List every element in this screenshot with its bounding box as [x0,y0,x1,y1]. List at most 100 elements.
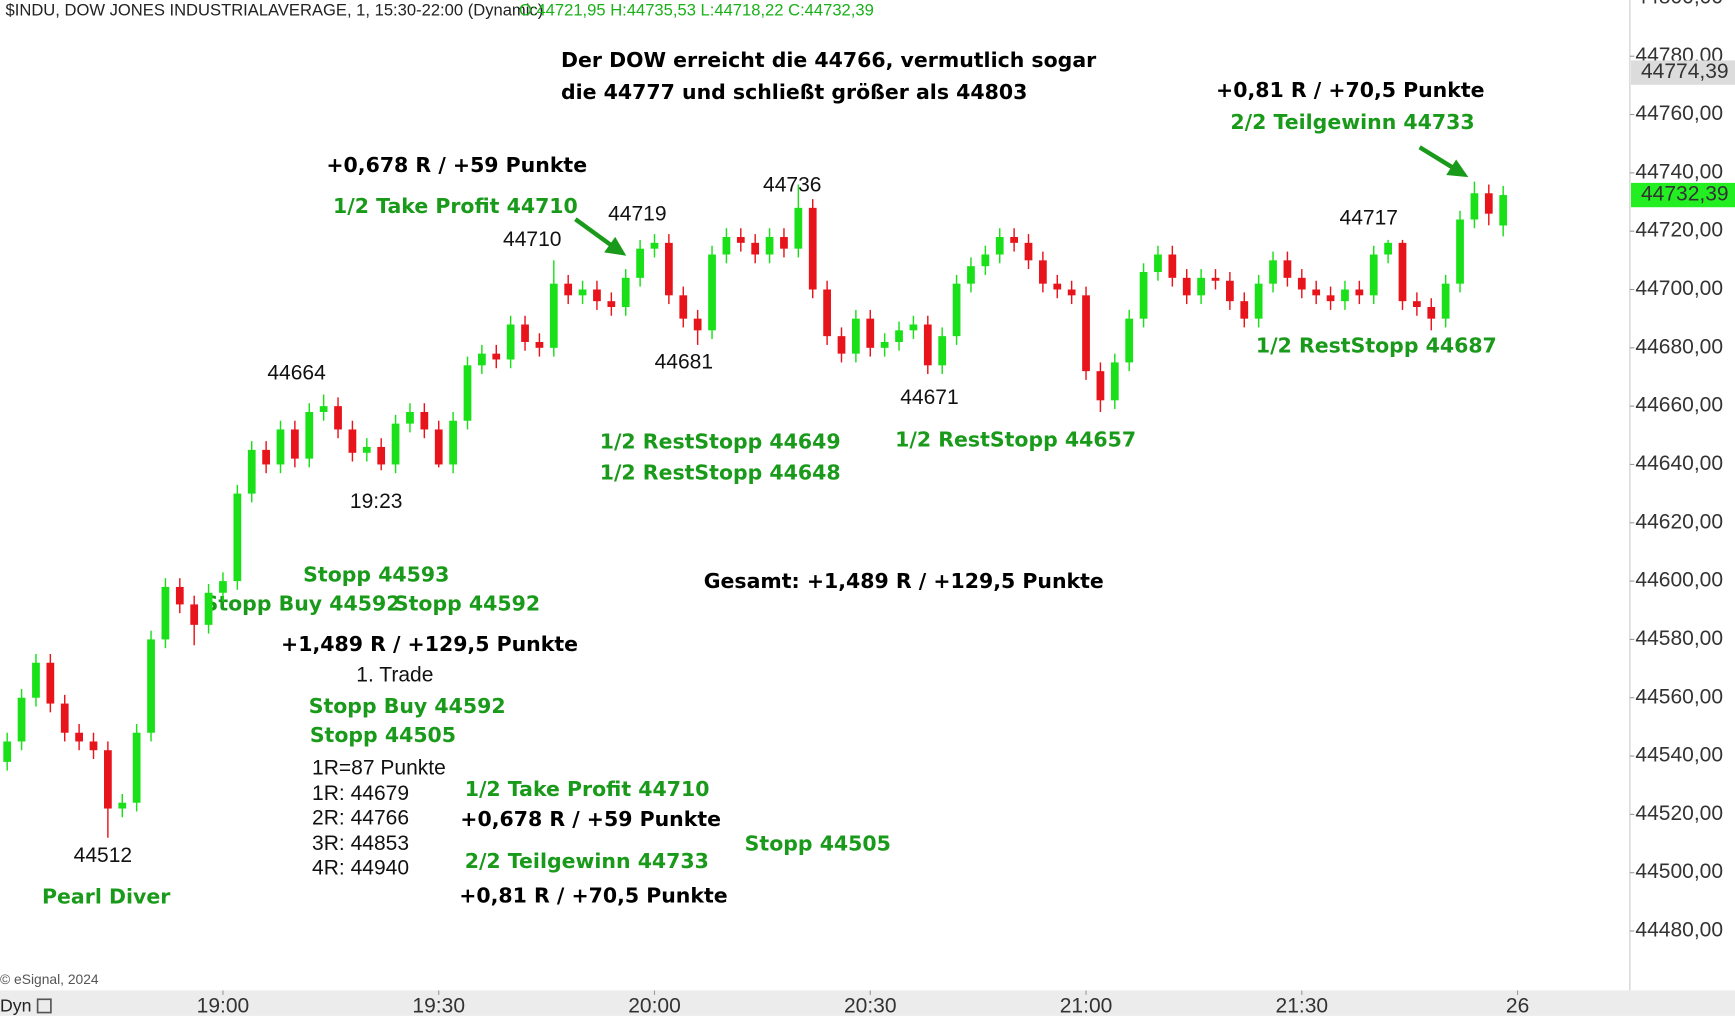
candle-body [190,604,199,625]
arrow-head [1446,159,1469,178]
x-tick-label: 26 [1506,995,1529,1016]
candle-body [204,592,213,625]
arrow-head [604,236,627,256]
annotation: 1/2 RestStopp 44657 [895,428,1136,452]
candle-body [219,581,227,593]
headline: Der DOW erreicht die 44766, vermutlich s… [561,48,1097,72]
footer: © eSignal, 2024 [0,971,99,987]
candle-body [334,406,342,430]
price-label: 44732,39 [1641,183,1729,206]
annotation: +1,489 R / +129,5 Punkte [281,632,578,656]
candle-body [175,586,184,605]
y-tick-label: 44680,00 [1635,335,1723,358]
candle-body [291,429,299,459]
candle-body [247,449,256,494]
annotation: 1R: 44679 [312,782,409,805]
candle-body [736,237,745,243]
candle-body [1197,277,1205,296]
price-label-box [1630,182,1735,208]
arrows [574,145,1469,256]
candle-body [1240,301,1249,319]
candle-body [391,423,400,465]
candle-body [1283,260,1292,278]
candle-body [420,411,429,430]
ohlc-label: O:44721,95 H:44735,53 L:44718,22 C:44732… [519,1,874,20]
candle-body [1053,283,1062,290]
candle-body [46,662,55,704]
lock-icon [36,998,52,1014]
point-label: 44664 [267,362,326,385]
candle-body [147,639,155,733]
candle-body [1355,289,1364,296]
candle-body [909,324,918,331]
point-label: 44719 [608,202,666,225]
candle-body [549,283,558,348]
candle-body [1441,283,1450,319]
point-label: 44710 [503,228,561,251]
candle-body [1125,318,1134,363]
y-tick-label: 44620,00 [1635,510,1723,533]
candle-body [1168,254,1177,278]
candle-body [1297,277,1306,290]
candle-body [593,289,601,302]
candle-body [650,242,659,249]
candle-body [952,283,961,337]
candle-body [780,237,788,249]
annotation: 4R: 44940 [312,856,409,879]
arrow [574,217,614,248]
candle-body [305,411,314,459]
candle-body [621,277,630,307]
candle-body [118,802,127,809]
candle-body [938,336,947,366]
candle-body [794,207,803,249]
candle-body [852,318,860,354]
candle-body [895,330,903,342]
point-label: 44671 [900,386,958,409]
annotation: 2R: 44766 [312,806,409,829]
candle-body [995,237,1004,255]
candle-body [262,449,270,465]
candle-body [60,703,69,733]
candle-body [1499,195,1508,226]
candle-body [564,283,573,296]
x-tick-label: 21:30 [1276,995,1329,1016]
y-tick-label: 44500,00 [1635,860,1723,883]
y-tick-label: 44660,00 [1635,394,1723,417]
candle-body [808,207,817,290]
y-tick-label: 44600,00 [1635,569,1723,592]
candle-body [1384,242,1392,255]
x-tick-label: 20:00 [628,995,681,1016]
candle-body [3,741,12,762]
candle-body [1398,242,1407,302]
annotation: 2/2 Teilgewinn 44733 [465,849,709,873]
candle-body [276,429,285,465]
candle-body [765,237,774,255]
candle-body [449,420,457,465]
candle-body [535,341,544,348]
annotations: Der DOW erreicht die 44766, vermutlich s… [42,48,1497,909]
candle-body [880,341,889,348]
candle-body [1484,193,1493,214]
candle-body [478,353,486,366]
y-tick-label: 44480,00 [1635,919,1723,942]
candle-body [89,741,98,751]
candle-body [1182,277,1191,296]
y-tick-label: 44520,00 [1635,802,1723,825]
candle-body [521,324,529,342]
arrow [1418,145,1456,171]
candle-body [1427,306,1436,319]
y-tick-label: 44720,00 [1635,219,1723,242]
candle-body [362,446,371,453]
annotation: +0,81 R / +70,5 Punkte [1216,78,1484,102]
headline: die 44777 und schließt größer als 44803 [561,80,1027,104]
candle-body [967,266,975,284]
annotation: Pearl Diver [42,884,171,908]
total-label: Gesamt: +1,489 R / +129,5 Punkte [704,569,1104,593]
candle-body [319,406,328,412]
y-tick-label: 44640,00 [1635,452,1723,475]
y-tick-label: 44740,00 [1635,160,1723,183]
candle-body [1254,283,1263,319]
y-tick-label: 44760,00 [1635,102,1723,125]
annotation: 1R=87 Punkte [312,757,446,780]
candle-body [1369,254,1378,296]
